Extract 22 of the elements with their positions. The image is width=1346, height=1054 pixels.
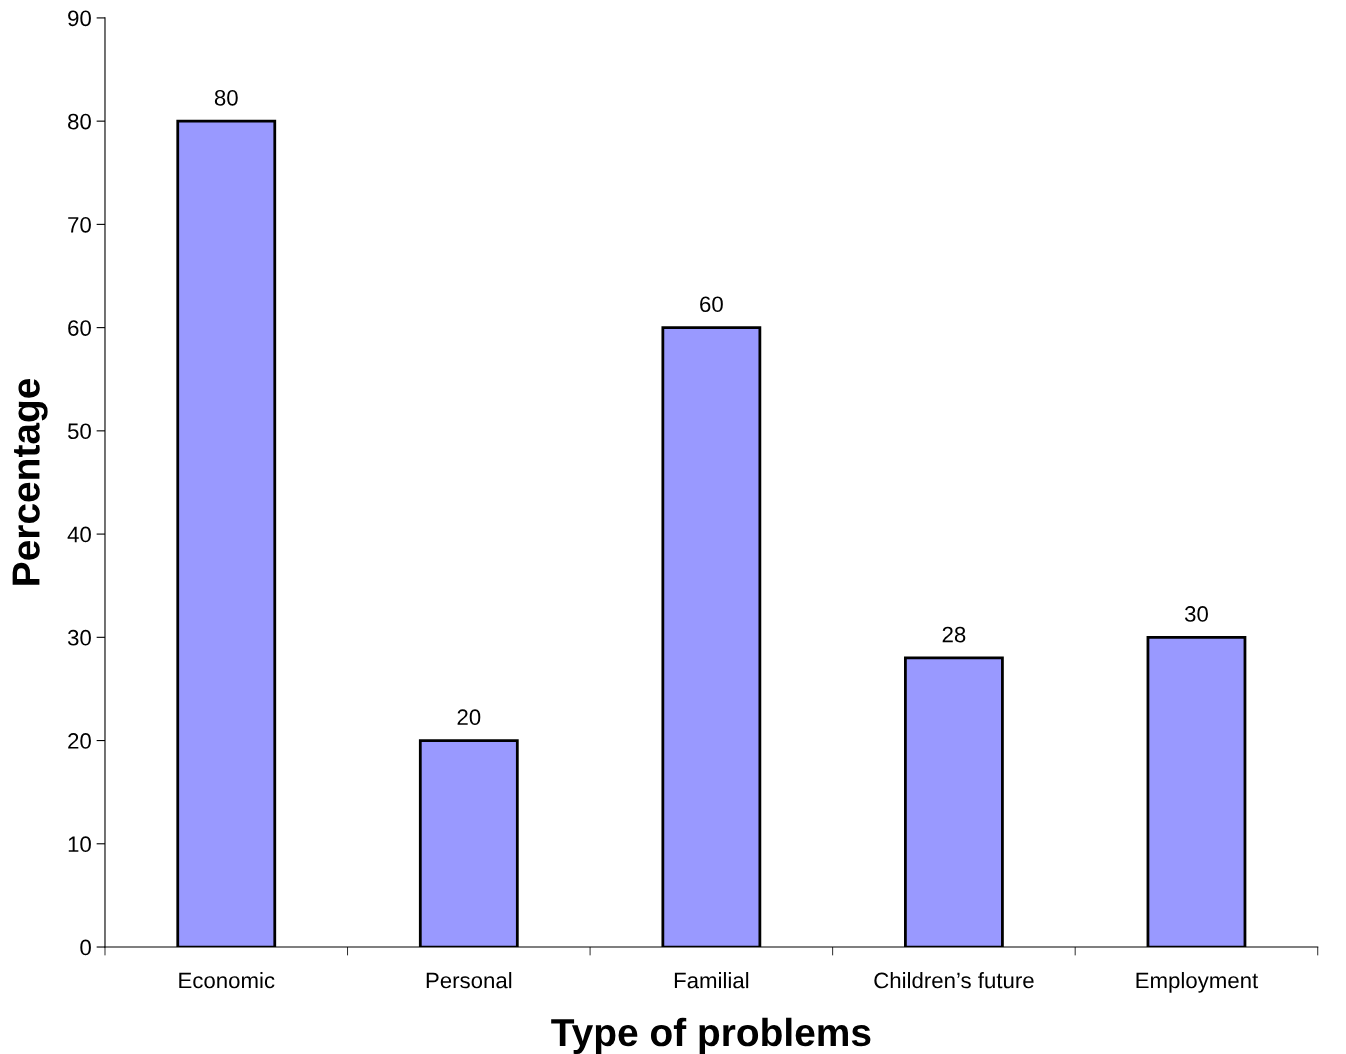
y-tick-label: 50 [67, 423, 91, 440]
y-tick-label: 20 [68, 733, 91, 749]
y-tick-label: 0 [80, 939, 91, 956]
y-axis-title: Percentage [12, 378, 48, 585]
y-tick-label: 10 [68, 836, 91, 853]
data-label: 20 [457, 709, 481, 726]
data-label: 80 [214, 89, 238, 106]
y-tick-label: 60 [68, 320, 91, 336]
x-tick-label: Familial [674, 972, 749, 989]
y-tick-label: 30 [67, 629, 91, 646]
data-label: 60 [700, 296, 723, 313]
x-tick-label: Children’s future [874, 972, 1034, 989]
y-tick-label: 80 [68, 113, 91, 130]
y-tick-label: 90 [68, 10, 91, 27]
x-tick-label: Personal [426, 972, 512, 989]
data-label: 30 [1184, 606, 1208, 622]
data-label: 28 [942, 626, 966, 643]
x-tick-label: Economic [179, 972, 275, 989]
x-tick-label: Employment [1136, 972, 1259, 993]
x-axis-title: Type of problems [551, 1017, 871, 1054]
y-tick-label: 40 [67, 526, 91, 543]
y-tick-label: 70 [68, 216, 91, 233]
